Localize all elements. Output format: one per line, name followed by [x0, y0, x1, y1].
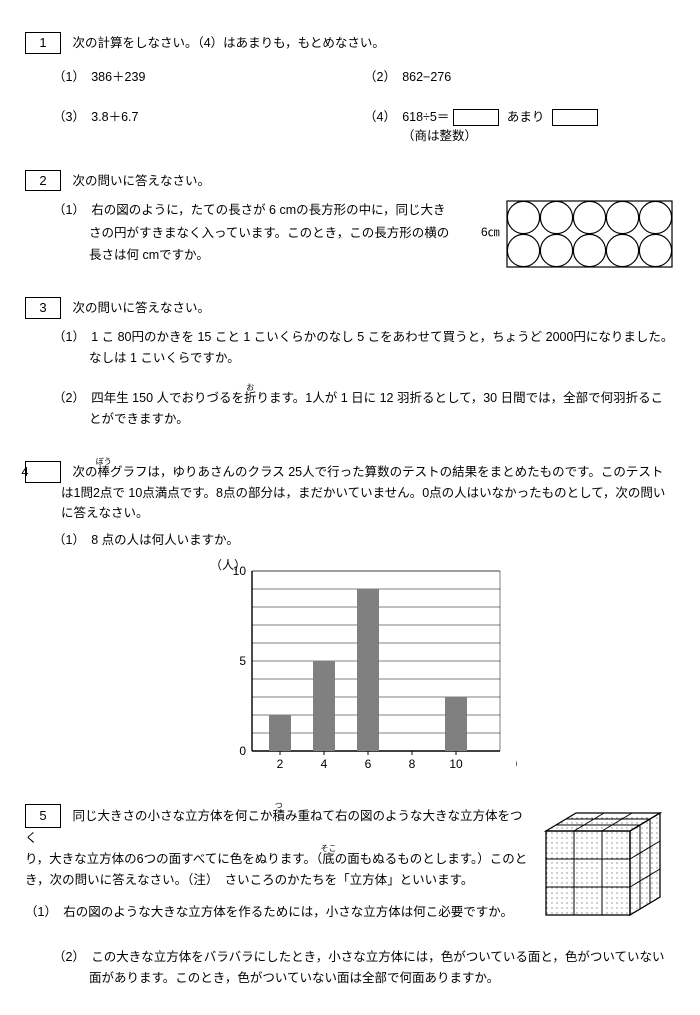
- q3-sub2: （2） 四年生 150 人でおりづるを折おります。1人が 1 日に 12 羽折る…: [53, 383, 675, 431]
- q1-sub3: （3） 3.8＋6.7: [53, 108, 364, 146]
- svg-text:10: 10: [449, 757, 463, 771]
- svg-text:0: 0: [239, 744, 246, 758]
- q1-number: 1: [25, 32, 61, 54]
- q2-sub1: （1） 右の図のように，たての長さが 6 cmの長方形の中に，同じ大き さの円が…: [53, 199, 469, 267]
- q3-text: 次の問いに答えなさい。: [72, 301, 210, 315]
- q5-sub2: （2） この大きな立方体をバラバラにしたとき，小さな立方体には，色がついている面…: [53, 947, 675, 990]
- q2-diagram: 6㎝: [481, 199, 675, 275]
- q5-number: 5: [25, 804, 61, 828]
- answer-blank: [453, 109, 499, 126]
- svg-text:2: 2: [276, 757, 283, 771]
- q3-number: 3: [25, 297, 61, 319]
- q4-number: 4: [25, 461, 61, 484]
- svg-text:6: 6: [364, 757, 371, 771]
- q1-text: 次の計算をしなさい。（4）はあまりも，もとめなさい。: [72, 36, 384, 50]
- q1-sub4: （4） 618÷5＝ あまり （商は整数）: [364, 108, 675, 146]
- svg-text:4: 4: [320, 757, 327, 771]
- q1-head: 1 次の計算をしなさい。（4）はあまりも，もとめなさい。: [25, 32, 675, 54]
- svg-text:5: 5: [239, 654, 246, 668]
- q3-head: 3 次の問いに答えなさい。: [25, 297, 675, 319]
- svg-text:8: 8: [408, 757, 415, 771]
- q4-sub1: （1） 8 点の人は何人いますか。: [53, 531, 675, 550]
- q2-head: 2 次の問いに答えなさい。: [25, 170, 675, 192]
- q5-head: 5 同じ大きさの小さな立方体を何こか積つみ重ねて右の図のような大きな立方体をつく…: [25, 801, 675, 929]
- q4-head: 4 次の棒ぼうグラフは，ゆりあさんのクラス 25人で行った算数のテストの結果をま…: [25, 457, 675, 524]
- answer-blank: [552, 109, 598, 126]
- q5-cube-diagram: [540, 801, 675, 927]
- q3-sub1: （1） 1 こ 80円のかきを 15 こと 1 こいくらかのなし 5 こをあわせ…: [53, 327, 675, 370]
- q4-bar-chart: （人）0510246810（点）: [212, 556, 517, 777]
- q1-sub2: （2） 862−276: [364, 68, 675, 87]
- svg-text:6㎝: 6㎝: [481, 225, 500, 239]
- svg-text:（点）: （点）: [508, 757, 517, 771]
- q2-number: 2: [25, 170, 61, 192]
- q5-sub1: （1） 右の図のような大きな立方体を作るためには，小さな立方体は何こ必要ですか。: [25, 902, 530, 923]
- q2-text: 次の問いに答えなさい。: [72, 174, 210, 188]
- q1-sub1: （1） 386＋239: [53, 68, 364, 87]
- svg-text:10: 10: [232, 564, 246, 578]
